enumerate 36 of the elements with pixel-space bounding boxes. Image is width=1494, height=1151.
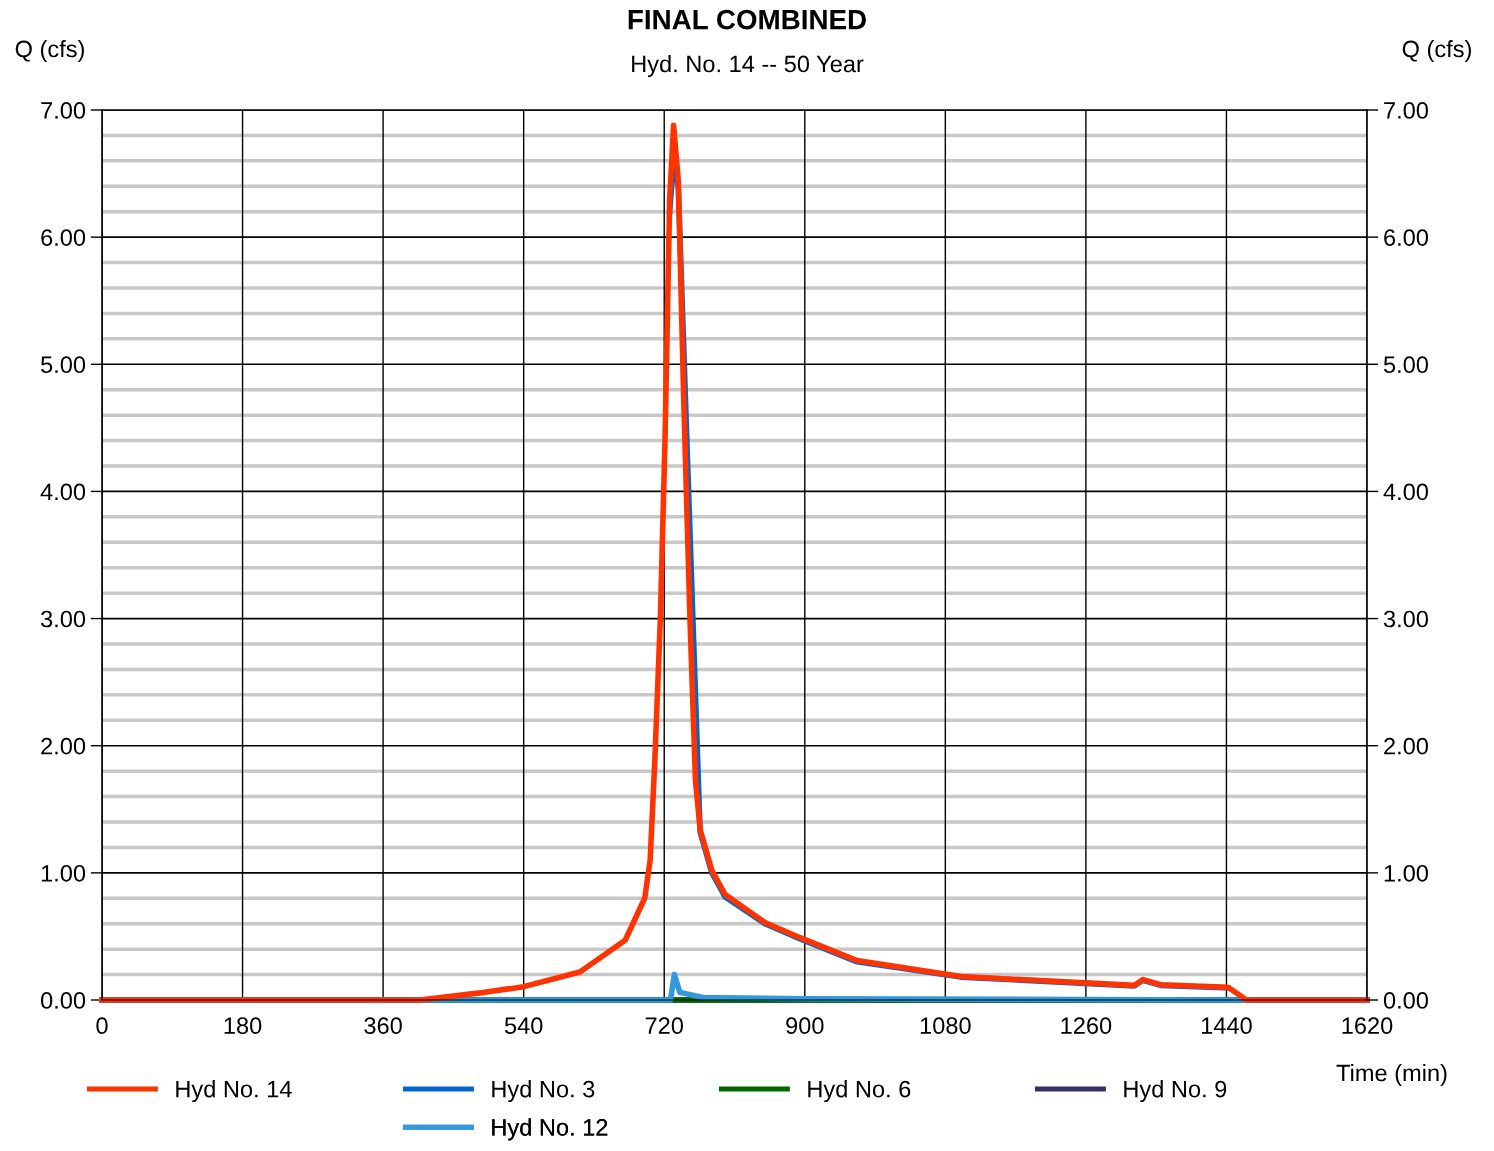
legend-label: Hyd No. 14	[176, 1080, 292, 1103]
x-tick-label: 540	[504, 1017, 543, 1035]
x-tick-label: 1620	[1342, 1017, 1393, 1035]
y-tick-label: 4.00	[40, 483, 86, 501]
y2-tick-label: 4.00	[1383, 483, 1428, 501]
y2-tick-label: 3.00	[1383, 610, 1428, 628]
y2-tick-label: 0.00	[1383, 992, 1428, 1009]
x-tick-label: 720	[645, 1017, 683, 1035]
y-tick-label: 1.00	[41, 864, 86, 882]
y-tick-label: 2.00	[41, 737, 86, 755]
legend-label: Hyd No. 3	[492, 1080, 595, 1103]
y2-tick-label: 5.00	[1383, 356, 1428, 374]
y-tick-label: 5.00	[41, 356, 86, 374]
y-axis-title: Q (cfs)	[15, 40, 84, 62]
chart-title: FINAL COMBINED	[628, 9, 866, 30]
y-tick-label: 3.00	[40, 610, 86, 628]
y-tick-label: 0.00	[41, 992, 86, 1009]
x-tick-label: 0	[96, 1017, 108, 1035]
legend-label: Hyd No. 9	[1124, 1080, 1227, 1103]
y2-tick-label: 1.00	[1384, 864, 1428, 882]
x-tick-label: 1440	[1201, 1017, 1252, 1035]
y2-tick-label: 7.00	[1384, 102, 1428, 119]
chart-subtitle: Hyd. No. 14 -- 50 Year	[632, 55, 864, 78]
x-tick-label: 360	[364, 1017, 402, 1035]
x-tick-label: 1080	[920, 1017, 971, 1035]
x-tick-label: 900	[786, 1017, 824, 1035]
x-tick-label: 1260	[1061, 1017, 1112, 1035]
y2-tick-label: 6.00	[1384, 229, 1428, 246]
x-tick-label: 180	[224, 1017, 262, 1035]
x-axis-title: Time (min)	[1336, 1063, 1447, 1086]
y-tick-label: 7.00	[41, 102, 86, 119]
legend-label: Hyd No. 12	[492, 1118, 608, 1141]
y2-tick-label: 2.00	[1384, 737, 1428, 755]
y2-axis-title: Q (cfs)	[1402, 40, 1471, 62]
y-tick-label: 6.00	[41, 229, 86, 246]
legend-label: Hyd No. 6	[808, 1080, 911, 1103]
